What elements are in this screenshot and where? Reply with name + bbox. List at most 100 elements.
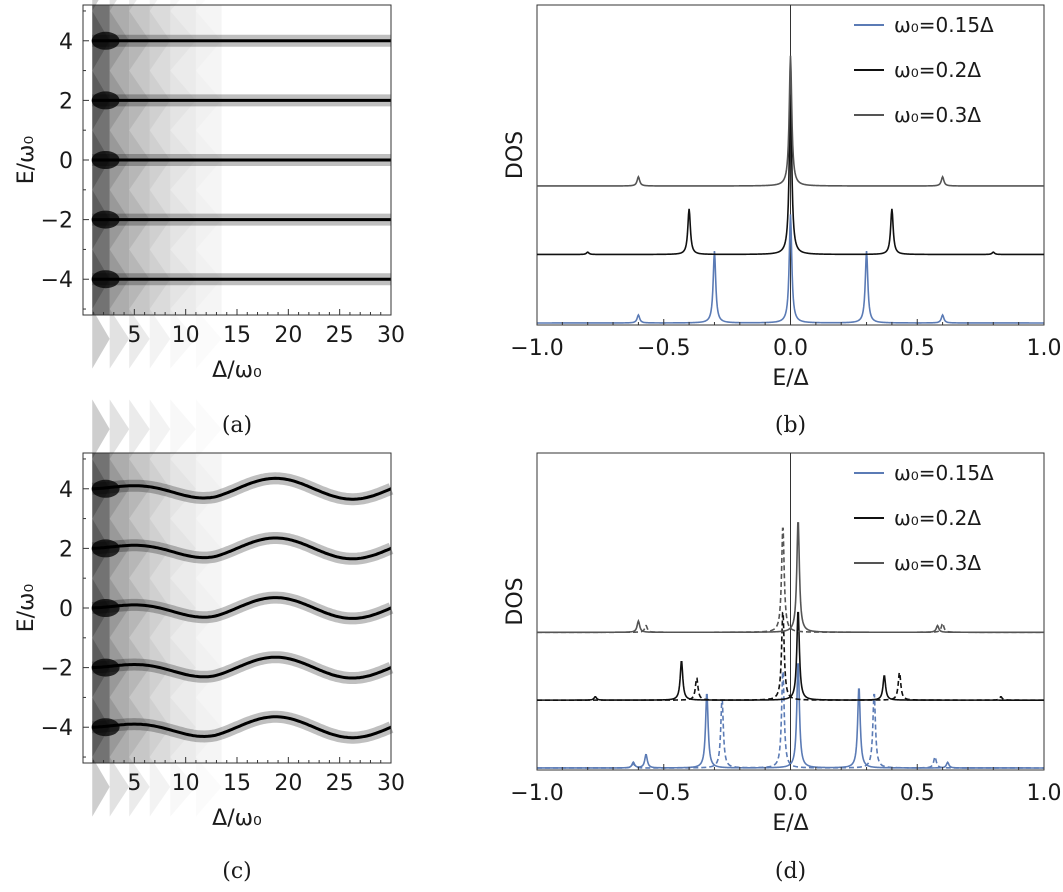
dos-curve-dashed bbox=[537, 527, 1044, 634]
stripe-shade bbox=[129, 399, 150, 459]
stripe-shade bbox=[149, 309, 171, 369]
stripe-shade bbox=[129, 578, 150, 638]
x-tick-label: 1.0 bbox=[1027, 336, 1062, 361]
legend-entry: ω₀=0.15Δ bbox=[894, 13, 994, 37]
legend-entry: ω₀=0.3Δ bbox=[894, 103, 981, 127]
stripe-shade bbox=[129, 518, 150, 579]
y-axis-label-d: DOS bbox=[503, 577, 528, 625]
ticks-d: −1.0 −0.5 0.0 0.5 1.0 bbox=[510, 764, 1062, 806]
band-blob bbox=[91, 91, 120, 110]
x-tick-label: 20 bbox=[274, 771, 302, 796]
stripe-shade bbox=[170, 399, 196, 459]
x-axis-label-b: E/Δ bbox=[772, 366, 808, 391]
stripe-shade bbox=[109, 757, 130, 817]
x-tick-label: 15 bbox=[223, 323, 251, 348]
legend-entry: ω₀=0.2Δ bbox=[894, 506, 981, 530]
x-tick-label: 5 bbox=[127, 323, 141, 348]
x-tick-label: 30 bbox=[377, 771, 405, 796]
energy-band bbox=[92, 596, 392, 620]
stripe-shade bbox=[129, 697, 150, 758]
background-shade bbox=[129, 453, 150, 763]
band-blob bbox=[91, 479, 120, 498]
y-tick-label: 2 bbox=[59, 89, 73, 114]
legend-b: ω₀=0.15Δ ω₀=0.2Δ ω₀=0.3Δ bbox=[854, 13, 994, 127]
x-axis-label-d: E/Δ bbox=[772, 811, 808, 836]
stripe-shade bbox=[109, 309, 130, 369]
stripe-shade bbox=[129, 637, 150, 698]
background-shade bbox=[170, 453, 196, 763]
y-tick-label: 4 bbox=[59, 30, 73, 55]
panel-b: −1.0 −0.5 0.0 0.5 1.0 ω₀=0.15Δ ω₀=0.2Δ ω₀=0.3Δ… bbox=[503, 4, 1062, 438]
stripe-shade bbox=[109, 0, 117, 11]
band-blob bbox=[91, 270, 120, 289]
stripe-shade bbox=[92, 399, 110, 459]
caption-a: (a) bbox=[222, 413, 252, 438]
band-blob bbox=[91, 718, 120, 737]
caption-d: (d) bbox=[775, 859, 806, 884]
y-axis-label-b: DOS bbox=[503, 131, 528, 179]
x-tick-label: −1.0 bbox=[510, 336, 563, 361]
legend-entry: ω₀=0.3Δ bbox=[894, 551, 981, 575]
x-tick-label: −1.0 bbox=[510, 781, 563, 806]
y-tick-label: 4 bbox=[59, 478, 73, 503]
energy-band bbox=[92, 715, 392, 740]
band-blob bbox=[91, 31, 120, 50]
energy-band bbox=[92, 655, 392, 680]
band-blob bbox=[91, 151, 120, 169]
band-blob bbox=[91, 658, 120, 677]
band-blob bbox=[91, 210, 120, 229]
x-tick-label: 0.5 bbox=[900, 781, 935, 806]
y-tick-label: −4 bbox=[41, 268, 73, 293]
band-blob bbox=[91, 599, 120, 617]
ticks-b: −1.0 −0.5 0.0 0.5 1.0 bbox=[510, 319, 1062, 361]
heatmap-a bbox=[83, 0, 391, 369]
x-tick-label: 1.0 bbox=[1027, 781, 1062, 806]
x-tick-label: 0.5 bbox=[900, 336, 935, 361]
dos-curve bbox=[537, 55, 1044, 187]
background-shade bbox=[195, 453, 222, 763]
stripe-shade bbox=[196, 399, 222, 459]
y-axis-label-a: E/ω₀ bbox=[14, 136, 39, 185]
legend-entry: ω₀=0.15Δ bbox=[894, 461, 994, 485]
x-tick-label: 25 bbox=[326, 771, 354, 796]
stripe-shade bbox=[149, 0, 158, 11]
y-tick-label: −4 bbox=[41, 716, 73, 741]
y-axis-label-c: E/ω₀ bbox=[14, 584, 39, 633]
x-tick-label: 0.0 bbox=[773, 336, 808, 361]
x-axis-label-c: Δ/ω₀ bbox=[212, 806, 262, 831]
band-blob bbox=[91, 539, 120, 558]
x-axis-label-a: Δ/ω₀ bbox=[212, 358, 262, 383]
stripe-shade bbox=[149, 757, 171, 817]
y-tick-label: 2 bbox=[59, 537, 73, 562]
y-tick-label: −2 bbox=[41, 657, 73, 682]
y-tick-label: 0 bbox=[59, 597, 73, 622]
dos-curve bbox=[537, 214, 1044, 324]
caption-c: (c) bbox=[222, 859, 252, 884]
y-tick-label: −2 bbox=[41, 209, 73, 234]
x-tick-label: −0.5 bbox=[637, 336, 690, 361]
panel-d: −1.0 −0.5 0.0 0.5 1.0 ω₀=0.15Δ ω₀=0.2Δ ω₀=0.3Δ… bbox=[503, 452, 1062, 884]
stripe-shade bbox=[129, 309, 150, 369]
x-tick-label: 10 bbox=[172, 771, 200, 796]
stripe-shade bbox=[129, 757, 150, 817]
stripe-shade bbox=[109, 399, 130, 459]
x-tick-label: 5 bbox=[127, 771, 141, 796]
stripe-shade bbox=[92, 309, 110, 369]
legend-entry: ω₀=0.2Δ bbox=[894, 58, 981, 82]
x-tick-label: 30 bbox=[377, 323, 405, 348]
x-tick-label: −0.5 bbox=[637, 781, 690, 806]
stripe-shade bbox=[129, 458, 150, 519]
dos-curve bbox=[537, 94, 1044, 256]
legend-d: ω₀=0.15Δ ω₀=0.2Δ ω₀=0.3Δ bbox=[854, 461, 994, 575]
heatmap-c bbox=[83, 399, 394, 817]
caption-b: (b) bbox=[775, 413, 806, 438]
x-tick-label: 0.0 bbox=[773, 781, 808, 806]
dos-curve-dashed bbox=[537, 611, 1044, 701]
x-tick-label: 10 bbox=[172, 323, 200, 348]
stripe-shade bbox=[92, 757, 110, 817]
